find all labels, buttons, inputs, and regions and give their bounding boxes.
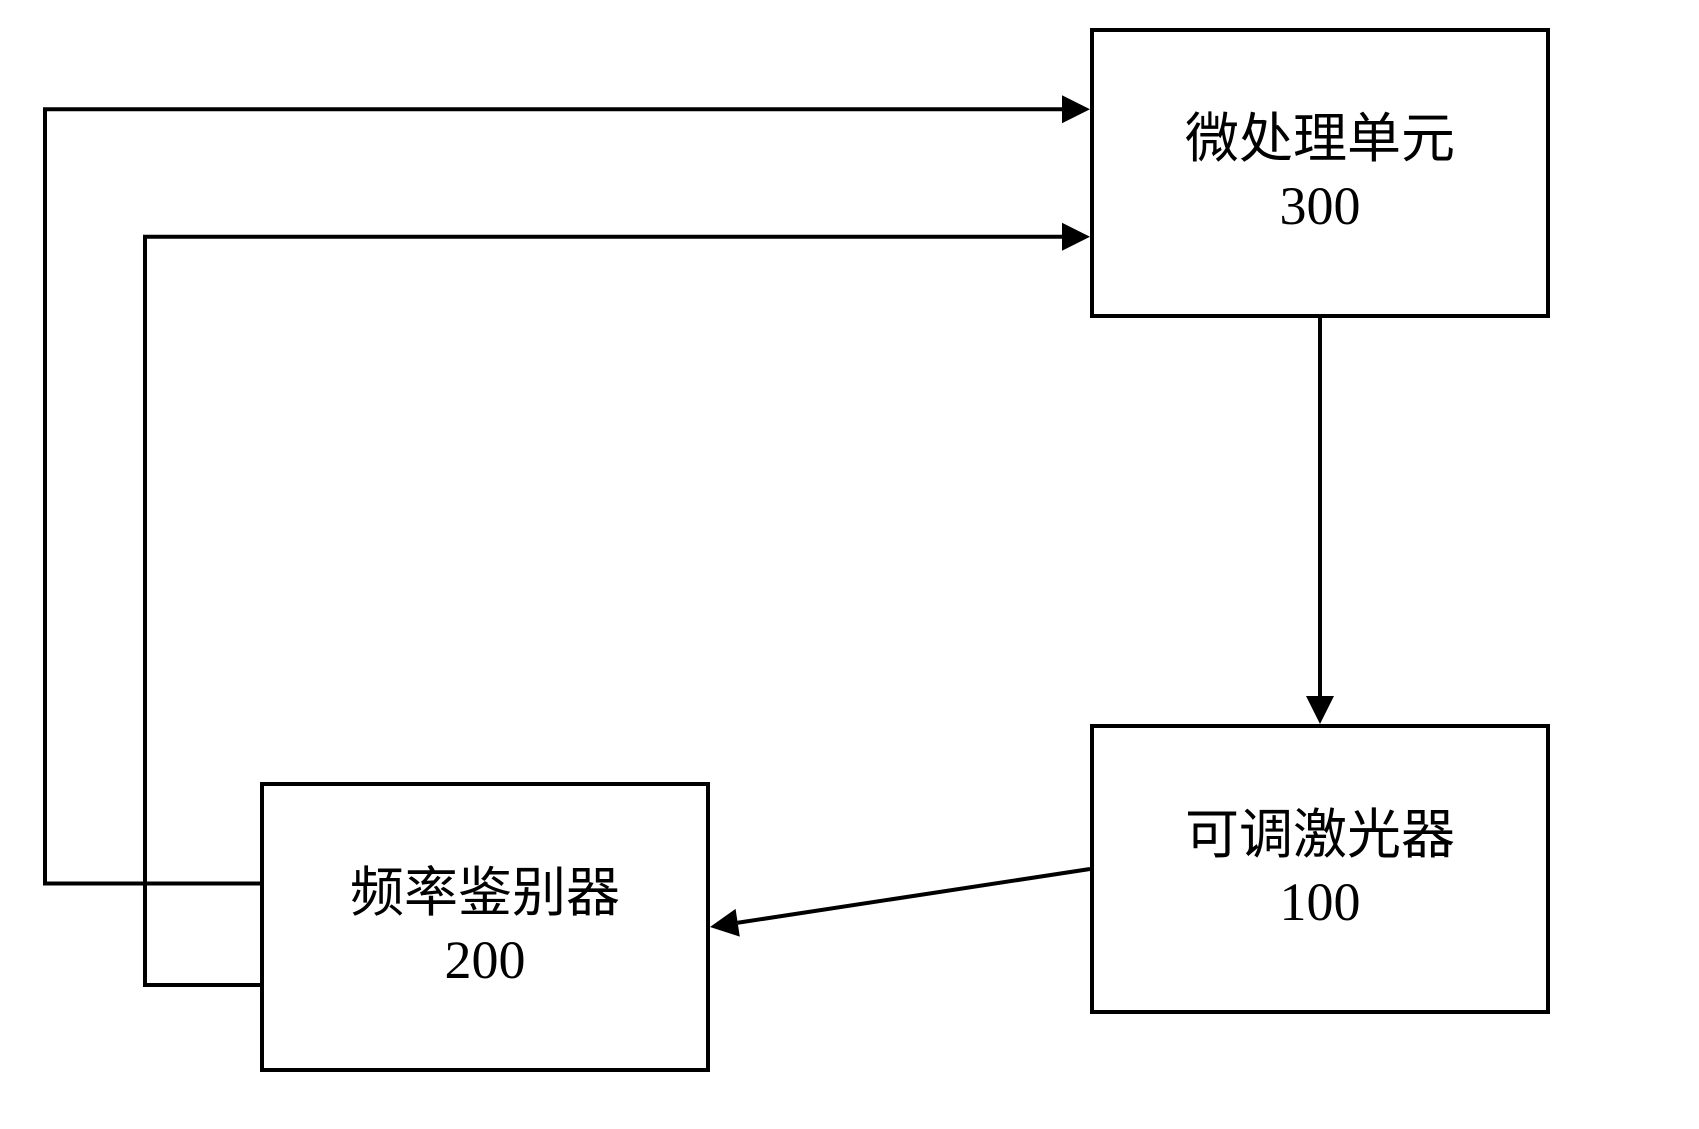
edge-arrowhead: [1306, 696, 1334, 724]
node-laser-label: 可调激光器: [1185, 802, 1455, 870]
edge-line: [45, 109, 1062, 883]
node-freq: 频率鉴别器200: [260, 782, 710, 1072]
node-laser-id: 100: [1280, 869, 1361, 937]
node-freq-label: 频率鉴别器: [350, 860, 620, 928]
edge-arrowhead: [1062, 223, 1090, 251]
diagram-canvas: 微处理单元300 可调激光器100 频率鉴别器200: [0, 0, 1699, 1129]
edge-line: [738, 869, 1090, 923]
edge-arrowhead: [1062, 95, 1090, 123]
edge-arrowhead: [710, 909, 740, 937]
node-laser: 可调激光器100: [1090, 724, 1550, 1014]
node-mpu-id: 300: [1280, 173, 1361, 241]
node-freq-id: 200: [445, 927, 526, 995]
node-mpu: 微处理单元300: [1090, 28, 1550, 318]
node-mpu-label: 微处理单元: [1185, 106, 1455, 174]
